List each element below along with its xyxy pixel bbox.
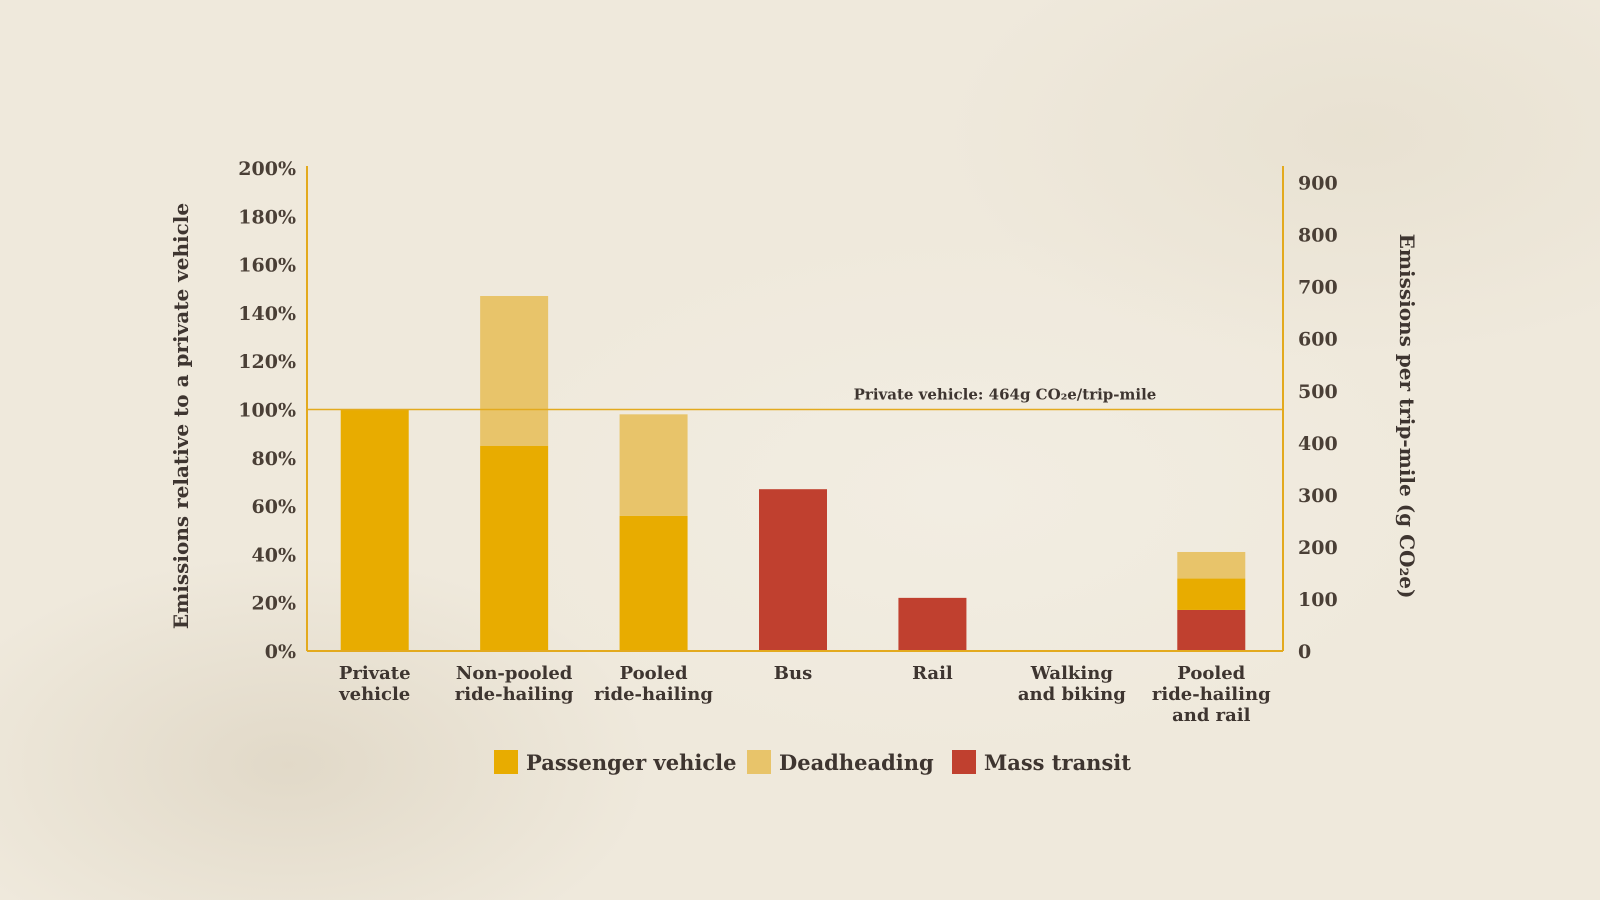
bar-deadheading-1 xyxy=(480,295,549,446)
bar-passenger-vehicle-6 xyxy=(1177,578,1246,610)
left-axis-title: Emissions relative to a private vehicle xyxy=(169,203,193,629)
right-axis-title: Emissions per trip-mile (g CO₂e) xyxy=(1395,234,1419,599)
category-label: Walking and biking xyxy=(1018,663,1126,705)
category-label: Pooled ride-hailing and rail xyxy=(1152,663,1271,726)
left-tick-label: 140% xyxy=(238,303,296,325)
legend-swatch-deadheading xyxy=(747,750,771,774)
legend: Passenger vehicle Deadheading Mass transit xyxy=(494,750,1131,775)
legend-label-passenger-vehicle: Passenger vehicle xyxy=(526,750,736,775)
right-tick-label: 200 xyxy=(1298,537,1338,559)
bar-mass-transit-4 xyxy=(898,597,967,651)
right-tick-label: 800 xyxy=(1298,225,1338,247)
category-label: Bus xyxy=(774,663,812,684)
legend-label-mass-transit: Mass transit xyxy=(984,750,1131,775)
legend-swatch-mass-transit xyxy=(952,750,976,774)
legend-swatch-passenger-vehicle xyxy=(494,750,518,774)
bar-passenger-vehicle-0 xyxy=(340,409,409,651)
left-tick-label: 20% xyxy=(252,593,297,615)
bar-mass-transit-3 xyxy=(759,489,827,651)
right-tick-label: 400 xyxy=(1298,433,1338,455)
bar-mass-transit-6 xyxy=(1177,609,1246,651)
left-tick-label: 0% xyxy=(265,641,296,663)
right-tick-label: 0 xyxy=(1298,641,1311,663)
axes-group xyxy=(306,166,1284,652)
category-label: Non-pooled ride-hailing xyxy=(455,663,574,705)
reference-line-label: Private vehicle: 464g CO₂e/trip-mile xyxy=(854,386,1157,404)
left-tick-label: 200% xyxy=(238,158,296,180)
left-tick-label: 160% xyxy=(238,255,296,277)
ticks-group: 0% 20% 40% 60% 80% 100% 120% 140% 160% 180% 200% 0 1… xyxy=(238,158,1337,663)
right-tick-label: 300 xyxy=(1298,485,1338,507)
left-tick-label: 40% xyxy=(252,544,297,566)
category-label: Private vehicle xyxy=(338,663,410,705)
category-labels-group: Private vehicle Non-pooled ride-hailing Pool… xyxy=(338,663,1271,726)
left-tick-label: 180% xyxy=(238,206,296,228)
reference-line-group: Private vehicle: 464g CO₂e/trip-mile xyxy=(307,386,1283,411)
right-tick-label: 900 xyxy=(1298,173,1338,195)
bars-group xyxy=(340,295,1246,651)
bar-deadheading-2 xyxy=(619,414,688,516)
right-tick-label: 100 xyxy=(1298,589,1338,611)
category-label: Pooled ride-hailing xyxy=(594,663,713,705)
category-label: Rail xyxy=(912,663,953,684)
left-tick-label: 120% xyxy=(238,351,296,373)
bar-passenger-vehicle-2 xyxy=(619,515,688,651)
left-tick-label: 80% xyxy=(252,448,297,470)
right-tick-label: 600 xyxy=(1298,329,1338,351)
right-tick-label: 500 xyxy=(1298,381,1338,403)
bar-deadheading-6 xyxy=(1177,551,1246,579)
left-tick-label: 100% xyxy=(238,400,296,422)
bar-passenger-vehicle-1 xyxy=(480,445,549,651)
right-tick-label: 700 xyxy=(1298,277,1338,299)
legend-label-deadheading: Deadheading xyxy=(779,750,934,775)
left-tick-label: 60% xyxy=(252,496,297,518)
